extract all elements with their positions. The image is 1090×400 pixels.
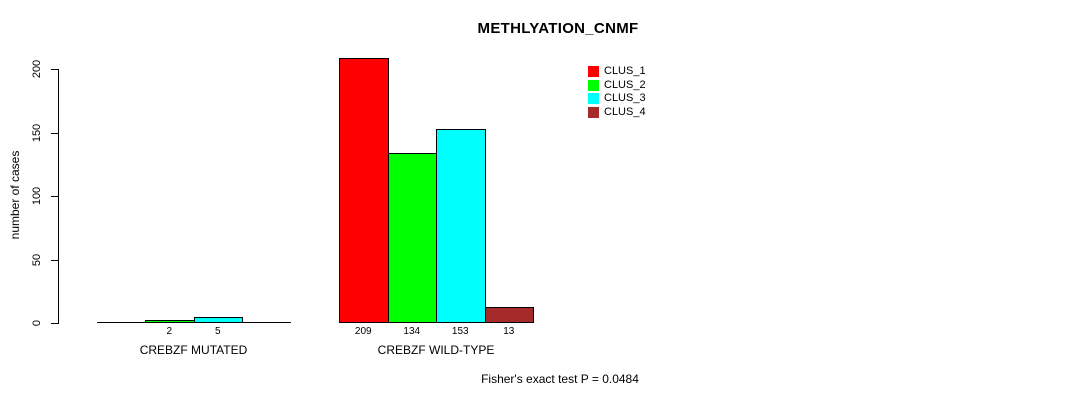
y-axis-tick-label: 0	[31, 319, 43, 327]
legend: CLUS_1 CLUS_2 CLUS_3 CLUS_4	[588, 66, 646, 120]
legend-item: CLUS_3	[588, 93, 646, 104]
x-group-label: CREBZF WILD-TYPE	[377, 343, 495, 357]
y-axis-tick	[51, 196, 58, 198]
y-axis-tick-label: 100	[31, 187, 43, 206]
y-axis-tick-label: 150	[31, 123, 43, 142]
legend-swatch-icon	[588, 66, 599, 77]
y-axis-title: number of cases	[8, 150, 22, 240]
legend-label: CLUS_1	[604, 65, 646, 77]
bar-clus_3	[193, 317, 243, 323]
y-axis-tick	[51, 132, 58, 134]
legend-label: CLUS_2	[604, 78, 646, 91]
bar-value-label: 209	[354, 326, 372, 337]
bar-clus_2	[387, 153, 437, 323]
legend-item: CLUS_4	[588, 105, 646, 118]
bar-value-label: 153	[451, 326, 469, 337]
x-group-label: CREBZF MUTATED	[139, 343, 248, 357]
y-axis-tick	[51, 323, 58, 324]
legend-swatch-icon	[588, 93, 599, 104]
chart-title: METHLYATION_CNMF	[477, 20, 639, 37]
y-axis-tick	[51, 259, 58, 261]
stats-annotation: Fisher's exact test P = 0.0484	[481, 372, 639, 386]
bar-value-label: 5	[214, 326, 221, 337]
y-axis-line	[58, 69, 59, 324]
bar-value-label: 13	[503, 326, 515, 337]
legend-swatch-icon	[588, 79, 599, 91]
legend-swatch-icon	[588, 106, 599, 118]
bar-value-label: 134	[403, 326, 421, 337]
bar-clus_4	[484, 307, 534, 323]
y-axis-tick	[51, 69, 58, 71]
legend-item: CLUS_1	[588, 66, 646, 77]
bar-clus_1	[339, 58, 389, 323]
bar-value-label: 2	[166, 326, 173, 337]
legend-label: CLUS_4	[604, 105, 646, 118]
y-axis-tick-label: 200	[31, 60, 43, 79]
bar-clus_3	[436, 129, 486, 323]
y-axis-tick-label: 50	[31, 253, 43, 266]
legend-label: CLUS_3	[604, 92, 646, 104]
legend-item: CLUS_2	[588, 78, 646, 91]
bar-clus_2	[145, 320, 195, 323]
